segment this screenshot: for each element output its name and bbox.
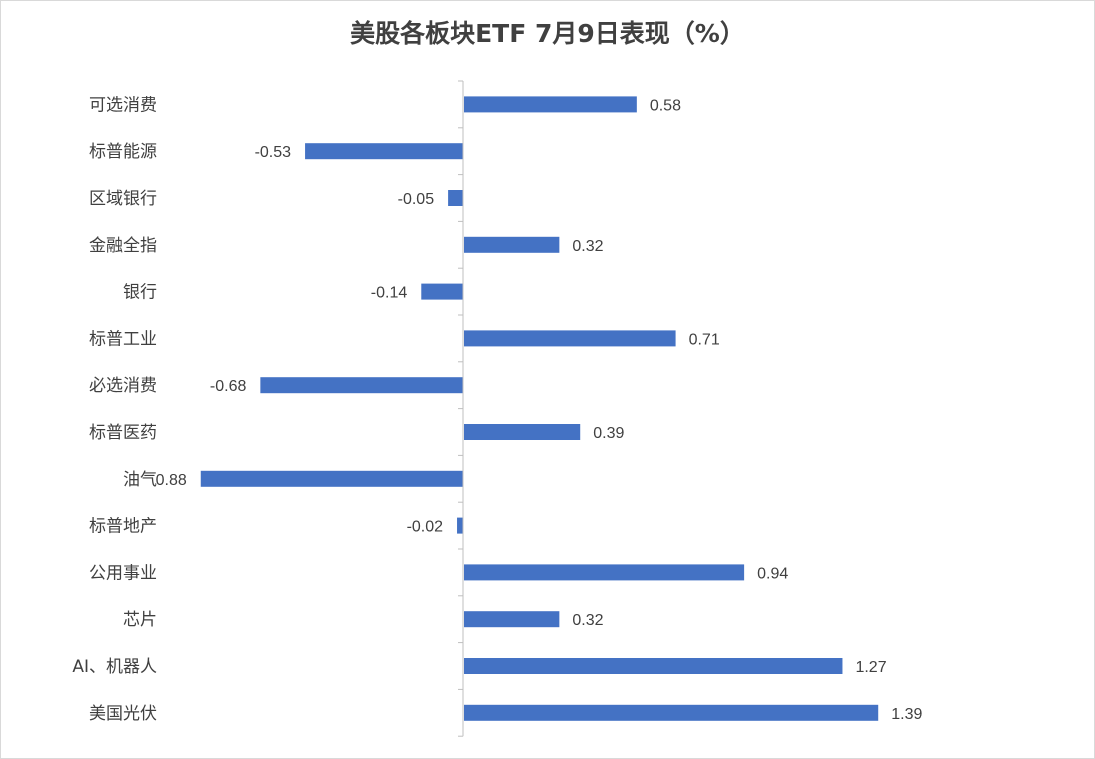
category-label: 标普医药	[89, 423, 157, 443]
value-label: 0.71	[689, 331, 720, 348]
value-label: -0.68	[210, 378, 247, 395]
category-label: 美国光伏	[89, 704, 157, 724]
category-label: 银行	[123, 283, 157, 303]
category-label: 油气	[123, 470, 157, 490]
value-label: -0.05	[398, 191, 435, 208]
value-label: 1.27	[855, 659, 886, 676]
value-label: 0.94	[757, 565, 788, 582]
category-label: AI、机器人	[72, 657, 157, 677]
value-label: 0.39	[593, 425, 624, 442]
bars-group	[200, 96, 879, 721]
value-label: -0.02	[407, 519, 444, 536]
bar	[448, 190, 463, 206]
category-label: 标普工业	[89, 329, 157, 349]
bar	[464, 236, 560, 253]
bar	[464, 424, 581, 440]
category-label: 芯片	[123, 610, 157, 630]
bar	[464, 564, 745, 581]
value-label: 0.58	[650, 97, 681, 114]
bar	[464, 96, 637, 113]
category-label: 标普地产	[89, 517, 157, 537]
value-label: 1.39	[891, 706, 922, 723]
bar	[421, 283, 463, 300]
chart-title: 美股各板块ETF 7月9日表现（%）	[350, 19, 745, 48]
value-label: 0.32	[572, 612, 603, 629]
bar	[464, 611, 560, 628]
category-label: 标普能源	[89, 142, 157, 162]
category-label: 公用事业	[89, 563, 157, 583]
category-label: 可选消费	[89, 95, 157, 115]
value-label: -0.14	[371, 285, 408, 302]
bar	[464, 704, 879, 721]
category-labels: 可选消费标普能源区域银行金融全指银行标普工业必选消费标普医药油气标普地产公用事业…	[72, 95, 157, 723]
category-label: 金融全指	[89, 236, 157, 256]
bar	[305, 143, 463, 160]
value-labels: 0.58 -0.53 -0.05 0.32 -0.14 0.71 -0.68 0.39 0.88…	[156, 97, 923, 722]
bar	[457, 517, 463, 534]
bar	[464, 330, 676, 347]
value-label: 0.32	[572, 238, 603, 255]
value-label: 0.88	[156, 472, 187, 489]
category-label: 必选消费	[89, 376, 157, 396]
bar	[260, 377, 463, 394]
axis-ticks	[458, 80, 463, 737]
category-label: 区域银行	[89, 189, 157, 209]
bar	[200, 470, 463, 487]
value-label: -0.53	[255, 144, 292, 161]
bar	[464, 658, 843, 674]
